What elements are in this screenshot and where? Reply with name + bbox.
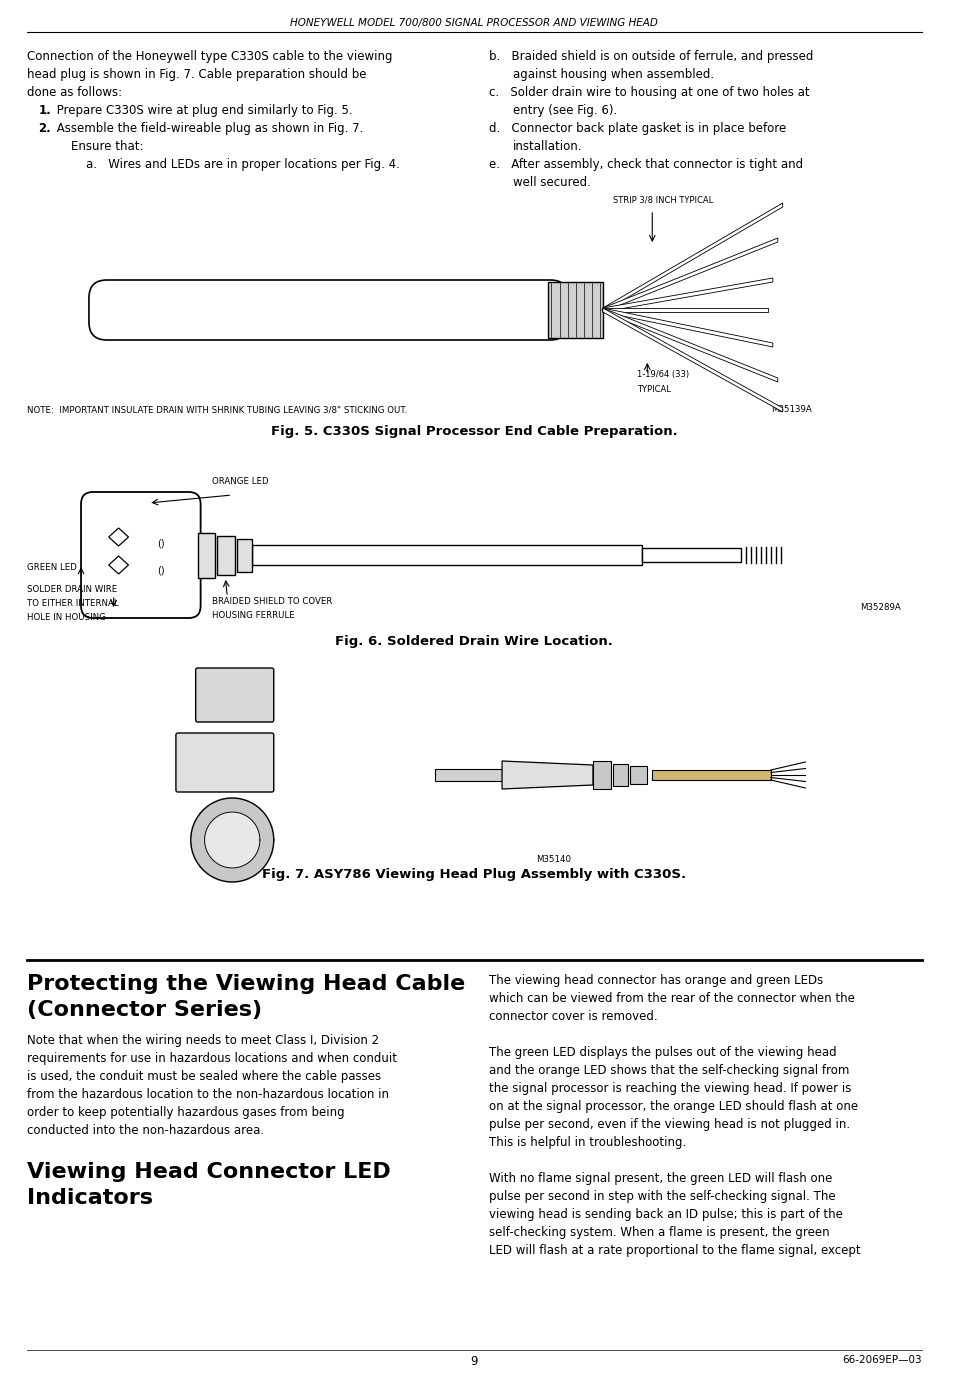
Bar — [435, 769, 504, 781]
Text: entry (see Fig. 6).: entry (see Fig. 6). — [513, 104, 617, 117]
Polygon shape — [204, 813, 260, 868]
Bar — [593, 760, 611, 789]
Text: Assemble the field-wireable plug as shown in Fig. 7.: Assemble the field-wireable plug as show… — [54, 122, 364, 135]
Text: ORANGE LED: ORANGE LED — [212, 477, 269, 485]
Text: Connection of the Honeywell type C330S cable to the viewing: Connection of the Honeywell type C330S c… — [27, 49, 393, 63]
Polygon shape — [603, 238, 778, 312]
Text: BRAIDED SHIELD TO COVER: BRAIDED SHIELD TO COVER — [212, 597, 333, 606]
Text: Protecting the Viewing Head Cable: Protecting the Viewing Head Cable — [27, 974, 465, 994]
Text: conducted into the non-hazardous area.: conducted into the non-hazardous area. — [27, 1123, 264, 1137]
Text: SOLDER DRAIN WIRE: SOLDER DRAIN WIRE — [27, 584, 117, 594]
Bar — [630, 766, 647, 784]
FancyBboxPatch shape — [81, 492, 201, 617]
Text: pulse per second in step with the self-checking signal. The: pulse per second in step with the self-c… — [490, 1189, 836, 1203]
Text: which can be viewed from the rear of the connector when the: which can be viewed from the rear of the… — [490, 991, 855, 1005]
Text: on at the signal processor, the orange LED should flash at one: on at the signal processor, the orange L… — [490, 1100, 858, 1112]
Text: Fig. 6. Soldered Drain Wire Location.: Fig. 6. Soldered Drain Wire Location. — [335, 635, 613, 648]
Text: self-checking system. When a flame is present, the green: self-checking system. When a flame is pr… — [490, 1226, 829, 1239]
Text: M35289A: M35289A — [860, 604, 900, 612]
Polygon shape — [603, 204, 782, 312]
Text: c.   Solder drain wire to housing at one of two holes at: c. Solder drain wire to housing at one o… — [490, 87, 810, 99]
Text: done as follows:: done as follows: — [27, 87, 122, 99]
Polygon shape — [502, 760, 593, 789]
Polygon shape — [603, 308, 782, 412]
Bar — [642, 549, 741, 562]
Text: requirements for use in hazardous locations and when conduit: requirements for use in hazardous locati… — [27, 1052, 396, 1066]
Text: This is helpful in troubleshooting.: This is helpful in troubleshooting. — [490, 1136, 686, 1150]
Text: 1.: 1. — [38, 104, 51, 117]
Text: connector cover is removed.: connector cover is removed. — [490, 1011, 658, 1023]
Text: Viewing Head Connector LED: Viewing Head Connector LED — [27, 1162, 391, 1182]
Text: Indicators: Indicators — [27, 1188, 153, 1209]
Text: GREEN LED: GREEN LED — [27, 562, 77, 572]
Text: HONEYWELL MODEL 700/800 SIGNAL PROCESSOR AND VIEWING HEAD: HONEYWELL MODEL 700/800 SIGNAL PROCESSOR… — [291, 18, 659, 28]
Text: Prepare C330S wire at plug end similarly to Fig. 5.: Prepare C330S wire at plug end similarly… — [54, 104, 353, 117]
Text: HOLE IN HOUSING: HOLE IN HOUSING — [27, 613, 106, 622]
Text: against housing when assembled.: against housing when assembled. — [513, 67, 714, 81]
Text: d.   Connector back plate gasket is in place before: d. Connector back plate gasket is in pla… — [490, 122, 786, 135]
Text: pulse per second, even if the viewing head is not plugged in.: pulse per second, even if the viewing he… — [490, 1118, 851, 1132]
Text: order to keep potentially hazardous gases from being: order to keep potentially hazardous gase… — [27, 1106, 345, 1119]
Text: Fig. 7. ASY786 Viewing Head Plug Assembly with C330S.: Fig. 7. ASY786 Viewing Head Plug Assembl… — [262, 868, 686, 881]
Bar — [217, 536, 235, 575]
Text: Fig. 5. C330S Signal Processor End Cable Preparation.: Fig. 5. C330S Signal Processor End Cable… — [271, 425, 678, 439]
Polygon shape — [603, 278, 773, 312]
Text: 9: 9 — [470, 1354, 478, 1368]
Text: is used, the conduit must be sealed where the cable passes: is used, the conduit must be sealed wher… — [27, 1070, 381, 1084]
Text: M35139A: M35139A — [771, 406, 811, 414]
Text: (): () — [157, 565, 165, 575]
Bar — [612, 765, 628, 786]
FancyBboxPatch shape — [176, 733, 274, 792]
FancyBboxPatch shape — [89, 280, 568, 340]
Text: head plug is shown in Fig. 7. Cable preparation should be: head plug is shown in Fig. 7. Cable prep… — [27, 67, 366, 81]
Polygon shape — [108, 528, 129, 546]
Text: The viewing head connector has orange and green LEDs: The viewing head connector has orange an… — [490, 974, 824, 987]
Text: (Connector Series): (Connector Series) — [27, 1000, 262, 1020]
FancyBboxPatch shape — [196, 668, 274, 722]
Polygon shape — [603, 308, 768, 312]
Bar — [652, 770, 771, 780]
Text: b.   Braided shield is on outside of ferrule, and pressed: b. Braided shield is on outside of ferru… — [490, 49, 813, 63]
Bar — [252, 544, 642, 565]
Text: M35140: M35140 — [536, 855, 571, 864]
Text: the signal processor is reaching the viewing head. If power is: the signal processor is reaching the vie… — [490, 1082, 852, 1094]
Text: installation.: installation. — [513, 140, 583, 153]
Text: With no flame signal present, the green LED will flash one: With no flame signal present, the green … — [490, 1172, 832, 1185]
Text: NOTE:  IMPORTANT INSULATE DRAIN WITH SHRINK TUBING LEAVING 3/8" STICKING OUT.: NOTE: IMPORTANT INSULATE DRAIN WITH SHRI… — [27, 406, 407, 414]
Polygon shape — [603, 308, 778, 382]
Polygon shape — [191, 798, 274, 881]
Polygon shape — [108, 556, 129, 573]
Text: TO EITHER INTERNAL: TO EITHER INTERNAL — [27, 600, 118, 608]
Text: from the hazardous location to the non-hazardous location in: from the hazardous location to the non-h… — [27, 1088, 389, 1101]
Bar — [198, 534, 215, 578]
Text: a.   Wires and LEDs are in proper locations per Fig. 4.: a. Wires and LEDs are in proper location… — [86, 158, 400, 170]
Text: Ensure that:: Ensure that: — [71, 140, 144, 153]
Polygon shape — [603, 308, 773, 346]
Text: viewing head is sending back an ID pulse; this is part of the: viewing head is sending back an ID pulse… — [490, 1209, 843, 1221]
Text: well secured.: well secured. — [513, 176, 590, 188]
Text: e.   After assembly, check that connector is tight and: e. After assembly, check that connector … — [490, 158, 804, 170]
Text: and the orange LED shows that the self-checking signal from: and the orange LED shows that the self-c… — [490, 1064, 850, 1077]
Text: 66-2069EP—03: 66-2069EP—03 — [843, 1354, 922, 1365]
Bar — [548, 282, 603, 338]
Text: HOUSING FERRULE: HOUSING FERRULE — [212, 610, 296, 620]
Text: (): () — [157, 538, 165, 549]
Text: LED will flash at a rate proportional to the flame signal, except: LED will flash at a rate proportional to… — [490, 1244, 861, 1257]
Text: Note that when the wiring needs to meet Class I, Division 2: Note that when the wiring needs to meet … — [27, 1034, 379, 1046]
Text: 2.: 2. — [38, 122, 51, 135]
Text: 1-19/64 (33): 1-19/64 (33) — [637, 370, 689, 380]
Text: The green LED displays the pulses out of the viewing head: The green LED displays the pulses out of… — [490, 1046, 837, 1059]
Text: STRIP 3/8 INCH TYPICAL: STRIP 3/8 INCH TYPICAL — [612, 195, 713, 203]
Bar — [237, 539, 252, 572]
Text: TYPICAL: TYPICAL — [637, 385, 671, 395]
